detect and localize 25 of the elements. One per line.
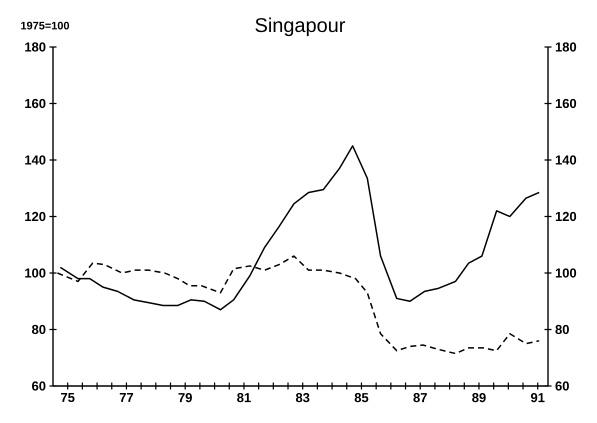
y-tick-label: 100: [25, 268, 46, 278]
y-tick-label: 120: [25, 212, 46, 222]
y-axis-title: 1975=100: [21, 22, 70, 30]
x-tick-label: 87: [413, 393, 427, 402]
x-tick-label: 83: [296, 393, 310, 402]
y-tick-label: 80: [32, 324, 46, 334]
y2-tick-label: 60: [556, 381, 569, 391]
y-tick-label: 140: [25, 155, 46, 165]
x-tick-label: 89: [472, 393, 486, 402]
x-tick-label: 79: [178, 393, 192, 402]
x-tick-label: 91: [530, 393, 545, 402]
y2-tick-label: 140: [556, 155, 576, 165]
y2-tick-label: 120: [556, 212, 576, 222]
y-tick-label: 180: [25, 42, 46, 52]
x-tick-label: 75: [61, 393, 75, 402]
y2-tick-label: 100: [556, 268, 576, 278]
chart-title: Singapour: [255, 18, 346, 36]
x-tick-label: 81: [237, 393, 251, 402]
y-tick-label: 60: [32, 381, 46, 391]
y2-tick-label: 180: [556, 42, 576, 52]
x-tick-label: 85: [354, 393, 368, 402]
y2-tick-label: 80: [555, 324, 569, 334]
x-tick-label: 77: [120, 393, 134, 402]
y2-tick-label: 160: [556, 98, 576, 108]
y-tick-label: 160: [25, 98, 46, 108]
